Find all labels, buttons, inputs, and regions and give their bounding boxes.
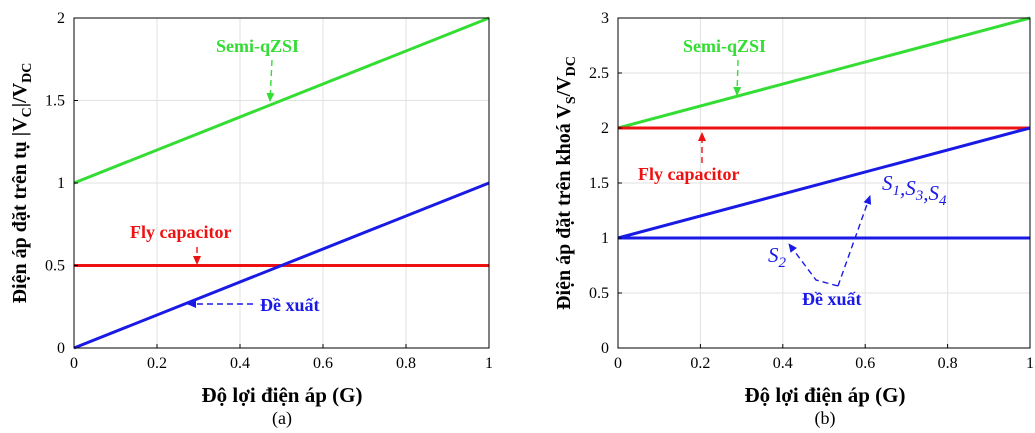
panel-b-series-s1-s3-s4	[617, 126, 1031, 240]
panel-a-x-ticks: 0 0.2 0.4 0.6 0.8 1	[70, 344, 493, 372]
panel-b-annotation-s2: S2	[768, 243, 787, 271]
panel-a-caption: (a)	[272, 408, 292, 429]
panel-a: 0 0.2 0.4 0.6 0.8 1 0 0.5 1 1.5 2 Độ lợi điện áp …	[9, 10, 493, 429]
panel-b-annotation-semi-qzsi: Semi-qZSI	[683, 36, 766, 56]
panel-b-series	[617, 16, 1031, 240]
panel-a-x-tick-label: 0	[70, 355, 78, 372]
panel-b-arrow-semi-qzsi	[733, 59, 742, 96]
panel-b-caption: (b)	[815, 408, 836, 429]
panel-a-y-tick-label: 1	[57, 175, 65, 192]
panel-b-y-tick-label: 0	[601, 340, 609, 357]
panel-b-arrow-de-xuat-to-s2	[788, 243, 839, 287]
panel-a-y-tick-label: 1.5	[45, 93, 65, 110]
panel-b-y-tick-label: 2.5	[589, 65, 609, 82]
panel-a-series-semi-qzsi	[73, 16, 490, 185]
panel-a-y-axis-label: Điện áp đặt trên tụ |VC|/VDC	[9, 63, 35, 304]
panel-b-x-tick-label: 1	[1026, 355, 1034, 372]
panel-a-x-axis-label: Độ lợi điện áp (G)	[202, 383, 363, 407]
panel-a-y-tick-label: 0.5	[45, 258, 65, 275]
panel-a-series	[73, 16, 490, 350]
panel-b-annotation-de-xuat: Đề xuất	[802, 289, 862, 309]
panel-a-series-xu-t	[73, 181, 490, 350]
panel-b-y-tick-label: 1	[601, 230, 609, 247]
panel-a-arrow-semi-qzsi	[266, 59, 275, 102]
panel-b-y-tick-label: 3	[601, 10, 609, 27]
panel-b-y-tick-label: 2	[601, 120, 609, 137]
panel-b-x-tick-label: 0	[614, 355, 622, 372]
panel-a-x-tick-label: 0.2	[147, 355, 167, 372]
panel-a-x-tick-label: 1	[485, 355, 493, 372]
panel-b-annotation-s1-s3-s4-text: S1,S3,S4	[882, 171, 947, 209]
panel-b-y-axis-label: Điện áp đặt trên khoá VS/VDC	[553, 56, 579, 310]
panel-b-x-tick-label: 0.8	[938, 355, 958, 372]
panel-b-y-tick-label: 0.5	[589, 285, 609, 302]
panel-a-x-tick-label: 0.4	[230, 355, 250, 372]
panel-b-annotation-s2-text: S2	[768, 243, 787, 271]
panel-a-y-tick-label: 0	[57, 340, 65, 357]
panel-b-x-tick-label: 0.6	[855, 355, 875, 372]
panel-a-y-ticks: 0 0.5 1 1.5 2	[45, 10, 78, 357]
panel-b-x-tick-label: 0.4	[773, 355, 793, 372]
panel-b-series-semi-qzsi	[617, 16, 1031, 130]
panel-a-annotation-fly-capacitor: Fly capacitor	[130, 222, 231, 242]
panel-b: 0 0.2 0.4 0.6 0.8 1 0 0.5 1 1.5 2 2.5 3 Độ lợi điện…	[553, 10, 1034, 429]
panel-b-arrow-de-xuat-to-s1	[837, 195, 872, 287]
panel-a-y-tick-label: 2	[57, 10, 65, 27]
panel-a-annotation-semi-qzsi: Semi-qZSI	[216, 36, 299, 56]
panel-b-annotation-fly-capacitor: Fly capacitor	[638, 164, 739, 184]
panel-a-x-tick-label: 0.6	[313, 355, 333, 372]
panel-b-y-ticks: 0 0.5 1 1.5 2 2.5 3	[589, 10, 622, 357]
panel-a-annotation-de-xuat: Đề xuất	[260, 295, 320, 315]
panel-b-y-tick-label: 1.5	[589, 175, 609, 192]
panel-a-x-tick-label: 0.8	[396, 355, 416, 372]
panel-b-annotation-s1-s3-s4: S1,S3,S4	[882, 171, 947, 209]
panel-b-x-tick-label: 0.2	[690, 355, 710, 372]
panel-b-x-axis-label: Độ lợi điện áp (G)	[745, 383, 906, 407]
panel-b-x-ticks: 0 0.2 0.4 0.6 0.8 1	[614, 344, 1034, 372]
